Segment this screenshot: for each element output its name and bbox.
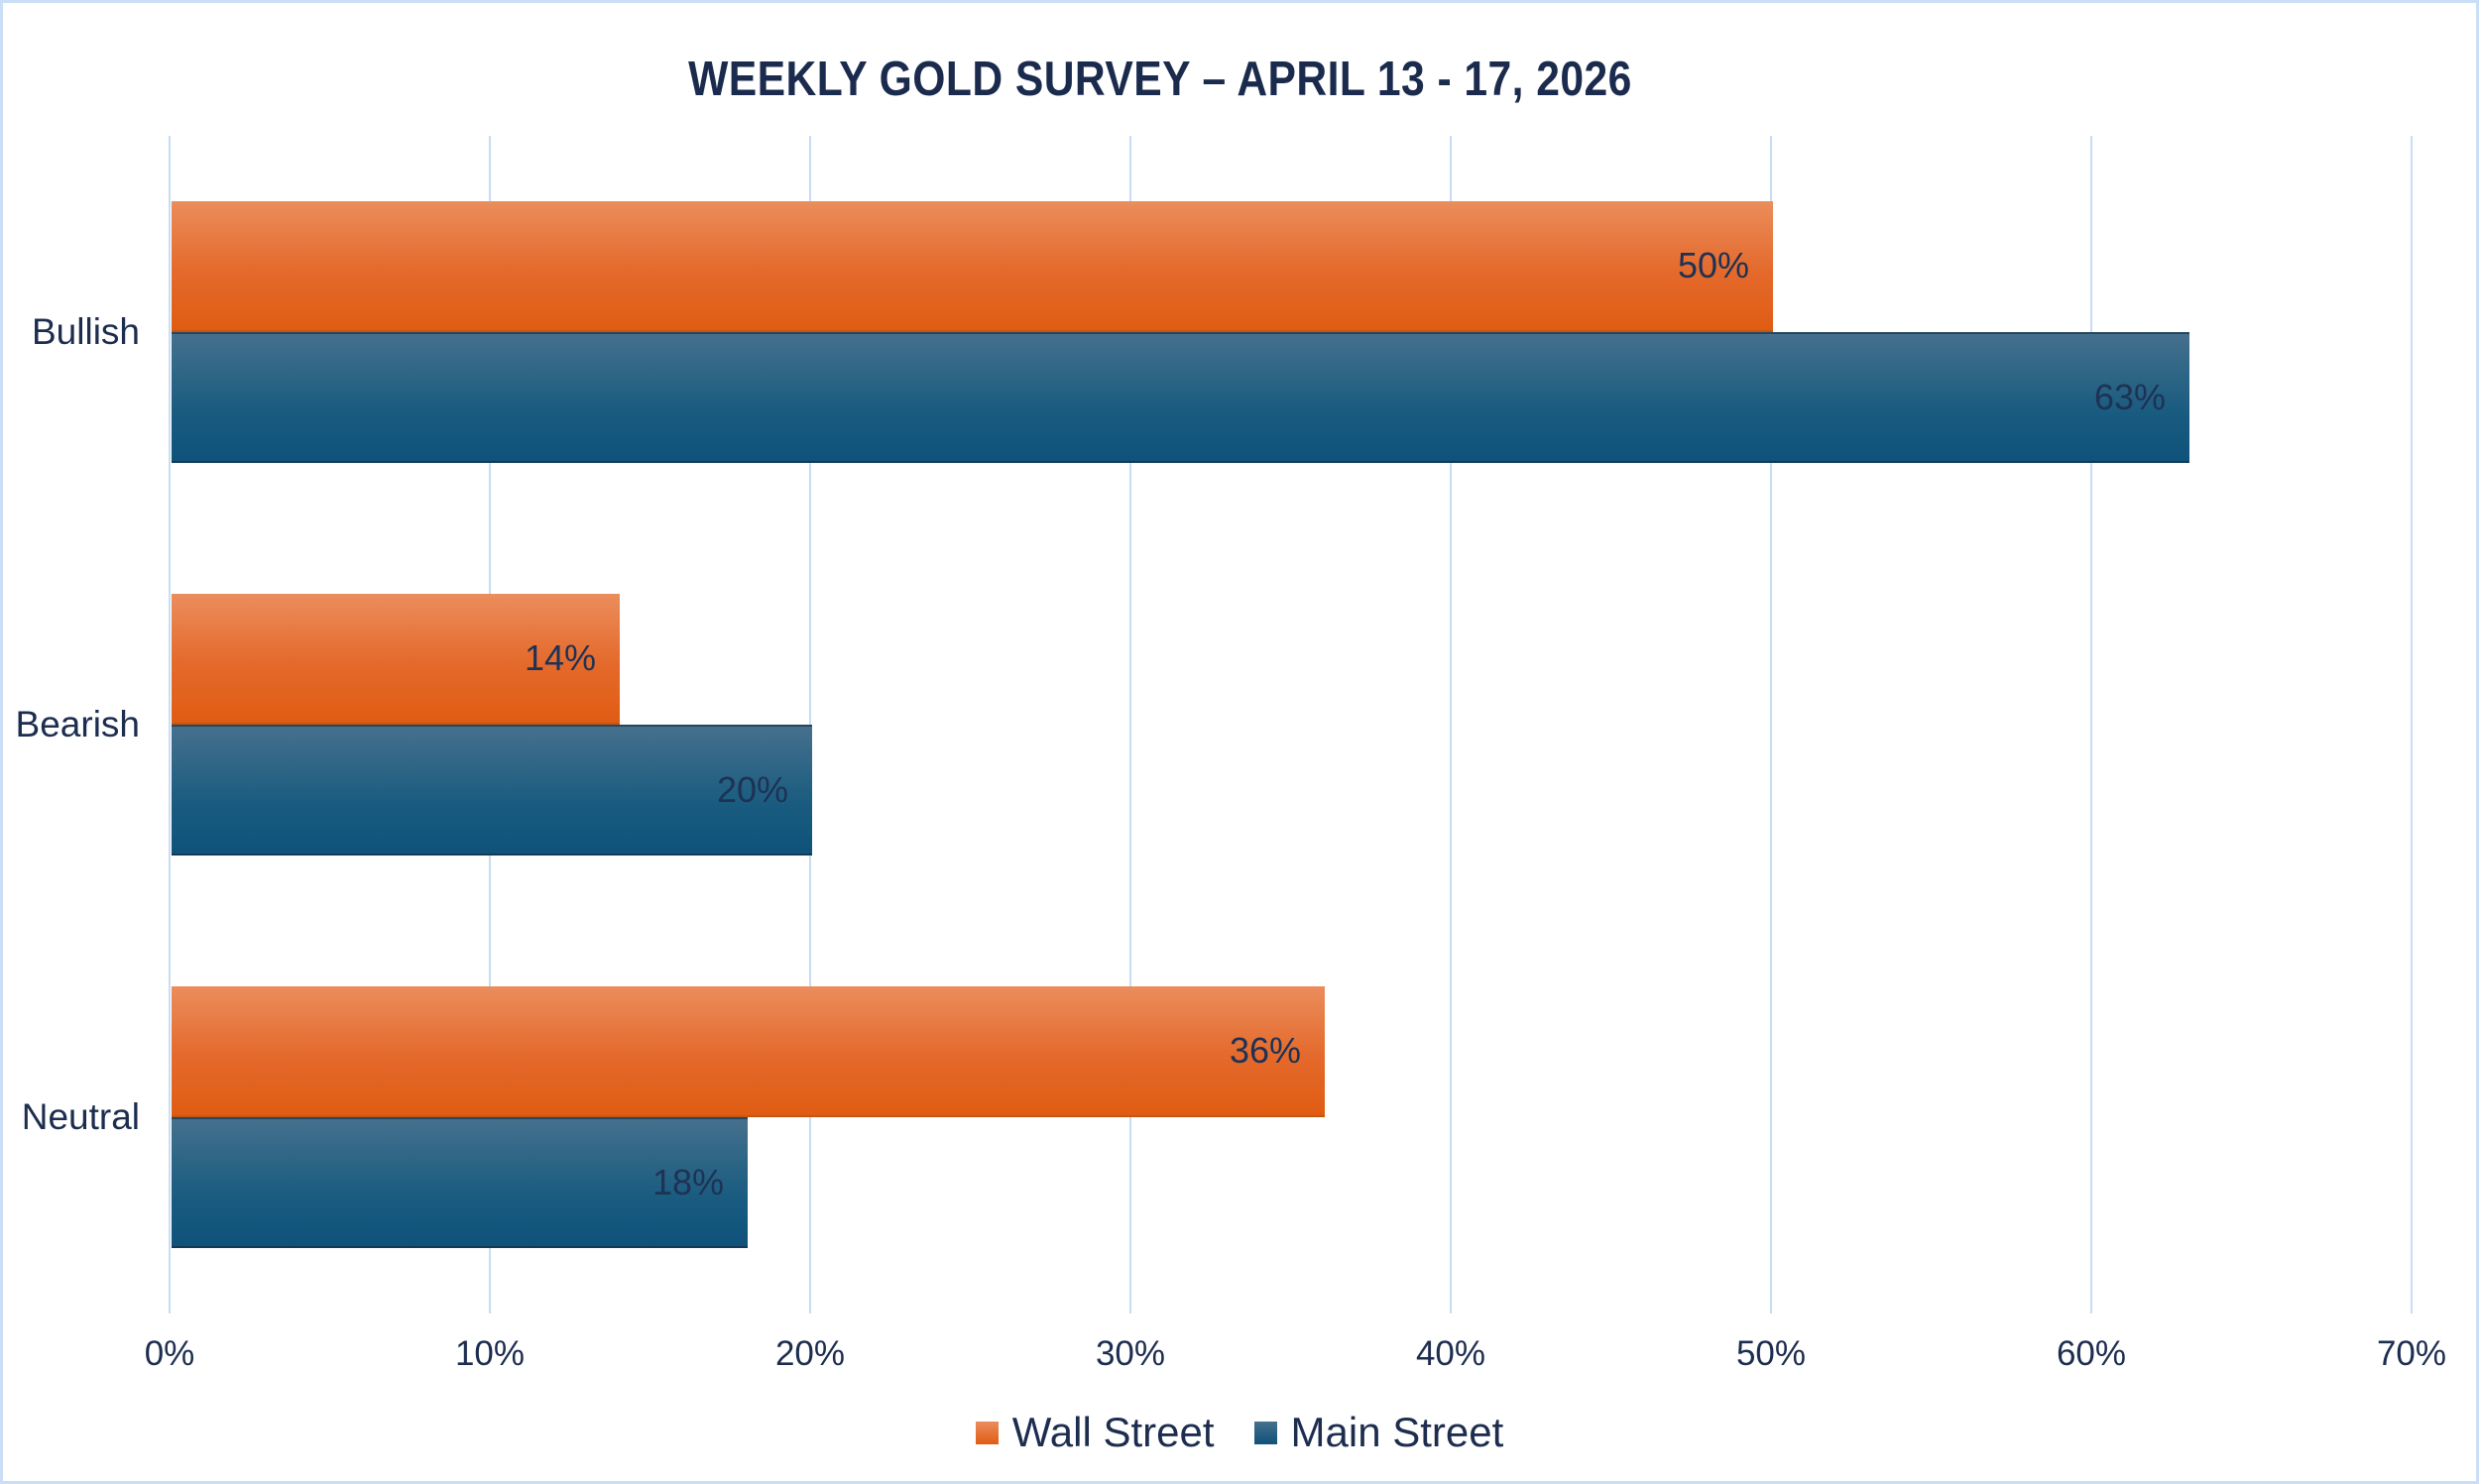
value-label-main-street-bearish: 20% (716, 769, 788, 810)
legend-label-main-street: Main Street (1290, 1409, 1504, 1455)
x-tick-label-70%: 70% (2376, 1334, 2447, 1373)
value-label-wall-street-bullish: 50% (1677, 245, 1749, 285)
legend-swatch-icon-main-street (1253, 1421, 1277, 1444)
chart-title-wrap: WEEKLY GOLD SURVEY – APRIL 13 - 17, 2026 (0, 52, 2320, 107)
gridline-30% (1129, 136, 1131, 1313)
legend-item-main-street: Main Street (1253, 1409, 1504, 1456)
plot-area: 50% 63% 14% 20% 36% 18% (169, 136, 2413, 1313)
gridline-60% (2090, 136, 2092, 1313)
x-tick-label-20%: 20% (774, 1334, 846, 1373)
bar-main-street-bearish: 20% (172, 725, 812, 856)
value-label-main-street-bullish: 63% (2093, 377, 2166, 417)
legend-label-wall-street: Wall Street (1011, 1409, 1215, 1455)
value-label-wall-street-neutral: 36% (1229, 1030, 1301, 1071)
legend-swatch-icon-wall-street (975, 1421, 999, 1444)
x-tick-label-0%: 0% (144, 1334, 195, 1373)
value-label-wall-street-bearish: 14% (524, 637, 596, 678)
chart-title: WEEKLY GOLD SURVEY – APRIL 13 - 17, 2026 (688, 53, 1632, 106)
gridline-70% (2411, 136, 2413, 1313)
category-label-neutral: Neutral (21, 1096, 140, 1137)
bar-wall-street-bearish: 14% (172, 594, 620, 725)
legend-item-wall-street: Wall Street (975, 1409, 1215, 1456)
bar-main-street-bullish: 63% (172, 332, 2189, 463)
bar-wall-street-neutral: 36% (172, 986, 1325, 1117)
value-label-main-street-neutral: 18% (651, 1162, 724, 1202)
x-tick-label-60%: 60% (2056, 1334, 2127, 1373)
x-tick-label-10%: 10% (454, 1334, 526, 1373)
category-label-bullish: Bullish (32, 311, 140, 352)
gridline-40% (1450, 136, 1452, 1313)
bar-main-street-neutral: 18% (172, 1117, 748, 1248)
gridline-0% (169, 136, 171, 1313)
legend: Wall Street Main Street (0, 1409, 2479, 1456)
gridline-50% (1770, 136, 1772, 1313)
x-tick-label-30%: 30% (1095, 1334, 1166, 1373)
x-tick-label-40%: 40% (1415, 1334, 1486, 1373)
x-tick-label-50%: 50% (1735, 1334, 1807, 1373)
category-label-bearish: Bearish (15, 704, 140, 744)
bar-wall-street-bullish: 50% (172, 201, 1773, 332)
